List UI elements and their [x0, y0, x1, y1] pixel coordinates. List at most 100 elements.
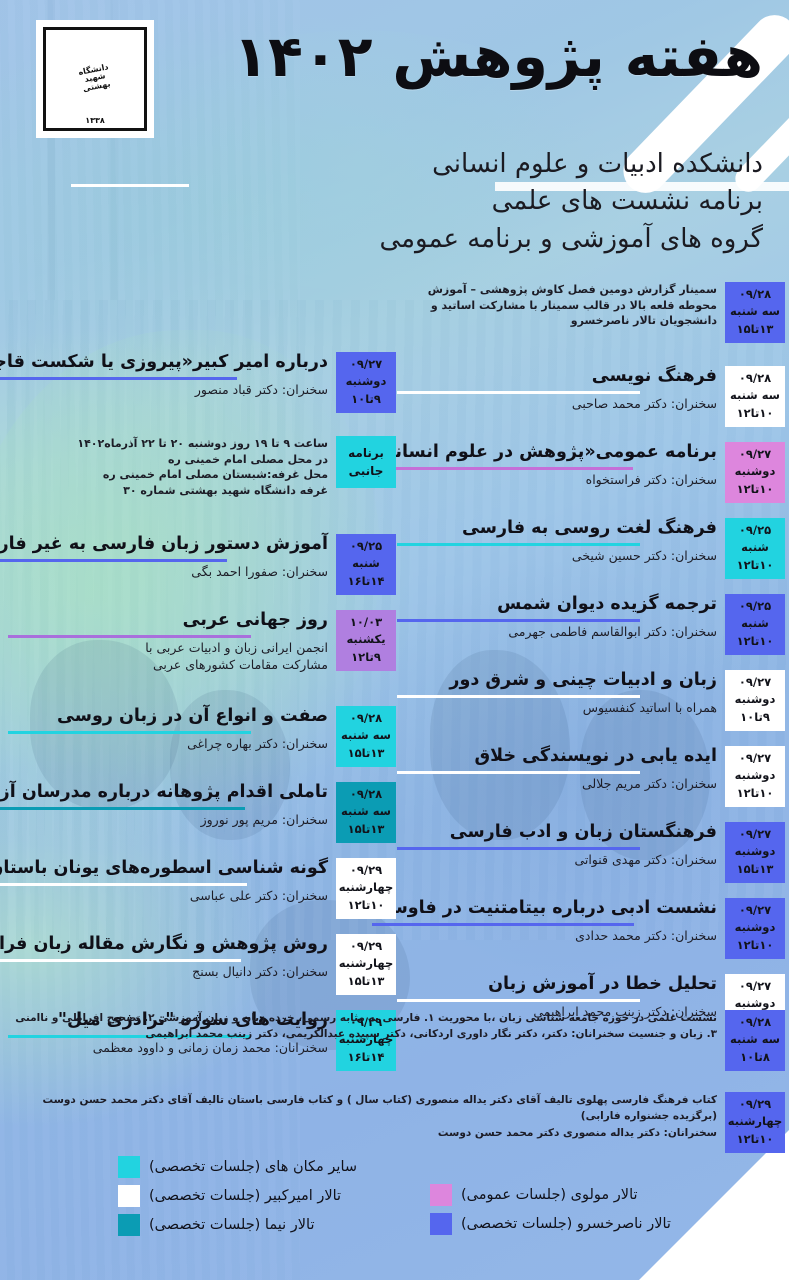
event-body: فرهنگ لغت روسی به فارسی سخنران: دکتر حسین… [393, 518, 725, 565]
badge-date: ۰۹/۲۷ [738, 751, 772, 765]
event-body: درباره امیر کبیر«پیروزی یا شکست قاجاریه»… [0, 352, 336, 399]
event-title: صفت و انواع آن در زبان روسی [57, 706, 328, 726]
event-date-badge: برنامه جانبی [336, 436, 396, 488]
badge-time: ۱۰تا۱۲ [347, 897, 385, 912]
event-underline [366, 466, 633, 470]
legend-color-swatch [430, 1213, 452, 1235]
event-date-badge: ۰۹/۲۵ شنبه ۱۰تا۱۲ [725, 594, 785, 655]
badge-time: ۱۰تا۱۲ [736, 557, 774, 572]
schedule-row: ۱۰/۰۳ یکشنبه ۹تا۱۲ روز جهانی عربی انجمن ایرا… [4, 610, 396, 700]
schedule-column-left: ۰۹/۲۷ دوشنبه ۹تا۱۰ درباره امیر کبیر«پیروزی … [0, 352, 396, 1088]
legend-group-left: سایر مکان های (جلسات تخصصی) تالار امیرکبی… [118, 1156, 418, 1243]
legend-item: تالار ناصرخسرو (جلسات تخصصی) [430, 1213, 730, 1235]
badge-date: ۰۹/۲۷ [738, 827, 772, 841]
badge-date: ۰۹/۲۸ [738, 371, 772, 385]
badge-day: دوشنبه [734, 844, 776, 859]
badge-time: ۱۳تا۱۵ [736, 861, 774, 876]
event-date-badge: ۰۹/۲۹ چهارشنبه ۱۴تا۱۶ [336, 1010, 396, 1071]
schedule-column-right: ۰۹/۲۸ سه شنبه ۱۳تا۱۵ سمینار گزارش دومین فصل… [366, 282, 785, 1052]
badge-day: شنبه [352, 556, 380, 571]
badge-date: ۰۹/۲۷ [349, 357, 383, 371]
schedule-row: ۰۹/۲۹ چهارشنبه ۱۴تا۱۶ روایت های سوژه "ترادژ… [4, 1010, 396, 1082]
schedule-row: ۰۹/۲۸ سه شنبه ۱۳تا۱۵ سمینار گزارش دومین فصل… [393, 282, 785, 360]
badge-day: دوشنبه [734, 464, 776, 479]
schedule-row: ۰۹/۲۵ شنبه ۱۴تا۱۶ آموزش دستور زبان فارسی به… [0, 534, 396, 604]
logo-year: ۱۳۳۸ [85, 116, 105, 125]
legend-label: تالار ناصرخسرو (جلسات تخصصی) [461, 1216, 671, 1232]
event-underline [0, 558, 227, 562]
badge-date: ۰۹/۲۸ [349, 787, 383, 801]
event-date-badge: ۰۹/۲۵ شنبه ۱۴تا۱۶ [336, 534, 396, 595]
event-speaker: سخنرانان: محمد زمان زمانی و داوود معظمی [92, 1039, 328, 1055]
badge-date: ۱۰/۰۳ [349, 615, 383, 629]
event-underline [8, 1034, 252, 1038]
event-speaker: سخنران: دکتر قباد منصور [194, 381, 328, 397]
schedule-row: ۰۹/۲۷ دوشنبه ۱۰تا۱۲ ایده یابی در نویسندگی خ… [393, 746, 785, 816]
event-body: سمینار گزارش دومین فصل کاوش پژوهشی – آمو… [393, 282, 725, 329]
schedule-row: ۰۹/۲۵ شنبه ۱۰تا۱۲ ترجمه گزیده دیوان شمس سخنر… [393, 594, 785, 664]
badge-time: ۱۰تا۱۲ [736, 1131, 774, 1146]
badge-day: دوشنبه [345, 374, 387, 389]
event-speaker: سخنران: صفورا احمد بگی [191, 563, 328, 579]
event-body: ساعت ۹ تا ۱۹ روز دوشنبه ۲۰ تا ۲۲ آذرماه۱… [4, 436, 336, 498]
legend-label: تالار مولوی (جلسات عمومی) [461, 1187, 638, 1203]
legend-label: سایر مکان های (جلسات تخصصی) [149, 1159, 358, 1175]
badge-time: ۱۰تا۱۲ [736, 405, 774, 420]
badge-day: سه شنبه [341, 728, 391, 743]
background-audience-silhouette [170, 690, 290, 840]
schedule-row: ۰۹/۲۷ دوشنبه ۹تا۱۰ زبان و ادبیات چینی و شرق… [393, 670, 785, 740]
badge-day: دوشنبه [734, 768, 776, 783]
event-underline [0, 958, 241, 962]
event-title: روایت های سوژه "ترادژی میل" [57, 1010, 328, 1030]
badge-day: چهارشنبه [727, 1114, 783, 1129]
event-body: آموزش دستور زبان فارسی به غیر فارسی زبان… [0, 534, 336, 581]
event-speaker: سخنران: مریم پور نوروز [200, 811, 328, 827]
event-body: ترجمه گزیده دیوان شمس سخنران: دکتر ابوالق… [393, 594, 725, 641]
corner-triangle-decoration [639, 1130, 789, 1280]
event-title: فرهنگستان زبان و ادب فارسی [449, 822, 717, 842]
badge-day: سه شنبه [730, 304, 780, 319]
background-audience-silhouette [580, 690, 710, 860]
event-description: کتاب فرهنگ فارسی پهلوی تالیف آقای دکتر ی… [42, 1094, 717, 1139]
event-body: روایت های سوژه "ترادژی میل" سخنرانان: محم… [4, 1010, 336, 1057]
schedule-row: برنامه جانبی ساعت ۹ تا ۱۹ روز دوشنبه ۲۰ ت… [4, 436, 396, 528]
schedule-row: ۰۹/۲۸ سه شنبه ۱۰تا۱۲ فرهنگ نویسی سخنران: دکت… [393, 366, 785, 436]
schedule-row: ۰۹/۲۹ چهارشنبه ۱۰تا۱۲ کتاب فرهنگ فارسی پهلو… [4, 1092, 785, 1168]
badge-time: ۸تا۱۰ [740, 1049, 770, 1064]
event-title: فرهنگ لغت روسی به فارسی [462, 518, 717, 538]
event-speaker: سخنران: دکتر مریم جلالی [582, 775, 717, 791]
event-date-badge: ۰۹/۲۷ دوشنبه ۹تا۱۰ [336, 352, 396, 413]
event-title: نشست ادبی درباره بیتامتنیت در فاوست [372, 898, 717, 918]
badge-date: ۰۹/۲۵ [738, 599, 772, 613]
badge-time: ۱۰تا۱۲ [736, 937, 774, 952]
badge-day: یکشنبه [346, 632, 386, 647]
subtitle-faculty: دانشکده ادبیات و علوم انسانی [432, 149, 763, 179]
badge-date: ۰۹/۲۵ [349, 539, 383, 553]
badge-date: ۰۹/۲۷ [738, 979, 772, 993]
event-title: زبان و ادبیات چینی و شرق دور [449, 670, 717, 690]
event-body: فرهنگ نویسی سخنران: دکتر محمد صاحبی [393, 366, 725, 413]
event-speaker: همراه با اساتید کنفسیوس [582, 699, 717, 715]
event-body: تحلیل خطا در آموزش زبان سخنران: دکتر زینب… [393, 974, 725, 1021]
badge-date: ۰۹/۲۹ [738, 1097, 772, 1111]
event-underline [397, 542, 641, 546]
schedule-row: ۰۹/۲۸ سه شنبه ۱۳تا۱۵ صفت و انواع آن در زبان… [4, 706, 396, 776]
event-body: فرهنگستان زبان و ادب فارسی سخنران: دکتر م… [393, 822, 725, 869]
event-underline [372, 922, 635, 926]
event-body: صفت و انواع آن در زبان روسی سخنران: دکتر … [4, 706, 336, 753]
legend-label: تالار امیرکبیر (جلسات تخصصی) [149, 1188, 342, 1204]
badge-date: ۰۹/۲۹ [349, 939, 383, 953]
badge-time: ۹تا۱۰ [740, 709, 770, 724]
event-speaker: سخنران: دکتر بهاره چراغی [187, 735, 328, 751]
background-audience-silhouette [430, 650, 570, 840]
event-date-badge: ۰۹/۲۵ شنبه ۱۰تا۱۲ [725, 518, 785, 579]
event-speaker: سخنران: دکتر محمد صاحبی [571, 395, 717, 411]
legend-color-swatch [118, 1214, 140, 1236]
event-underline [8, 730, 252, 734]
badge-day: چهارشنبه [338, 956, 394, 971]
badge-day: چهارشنبه [338, 1032, 394, 1047]
legend-item: سایر مکان های (جلسات تخصصی) [118, 1156, 418, 1178]
event-underline [397, 846, 641, 850]
event-body: برنامه عمومی«پژوهش در علوم انسانی» سخنران… [362, 442, 725, 489]
